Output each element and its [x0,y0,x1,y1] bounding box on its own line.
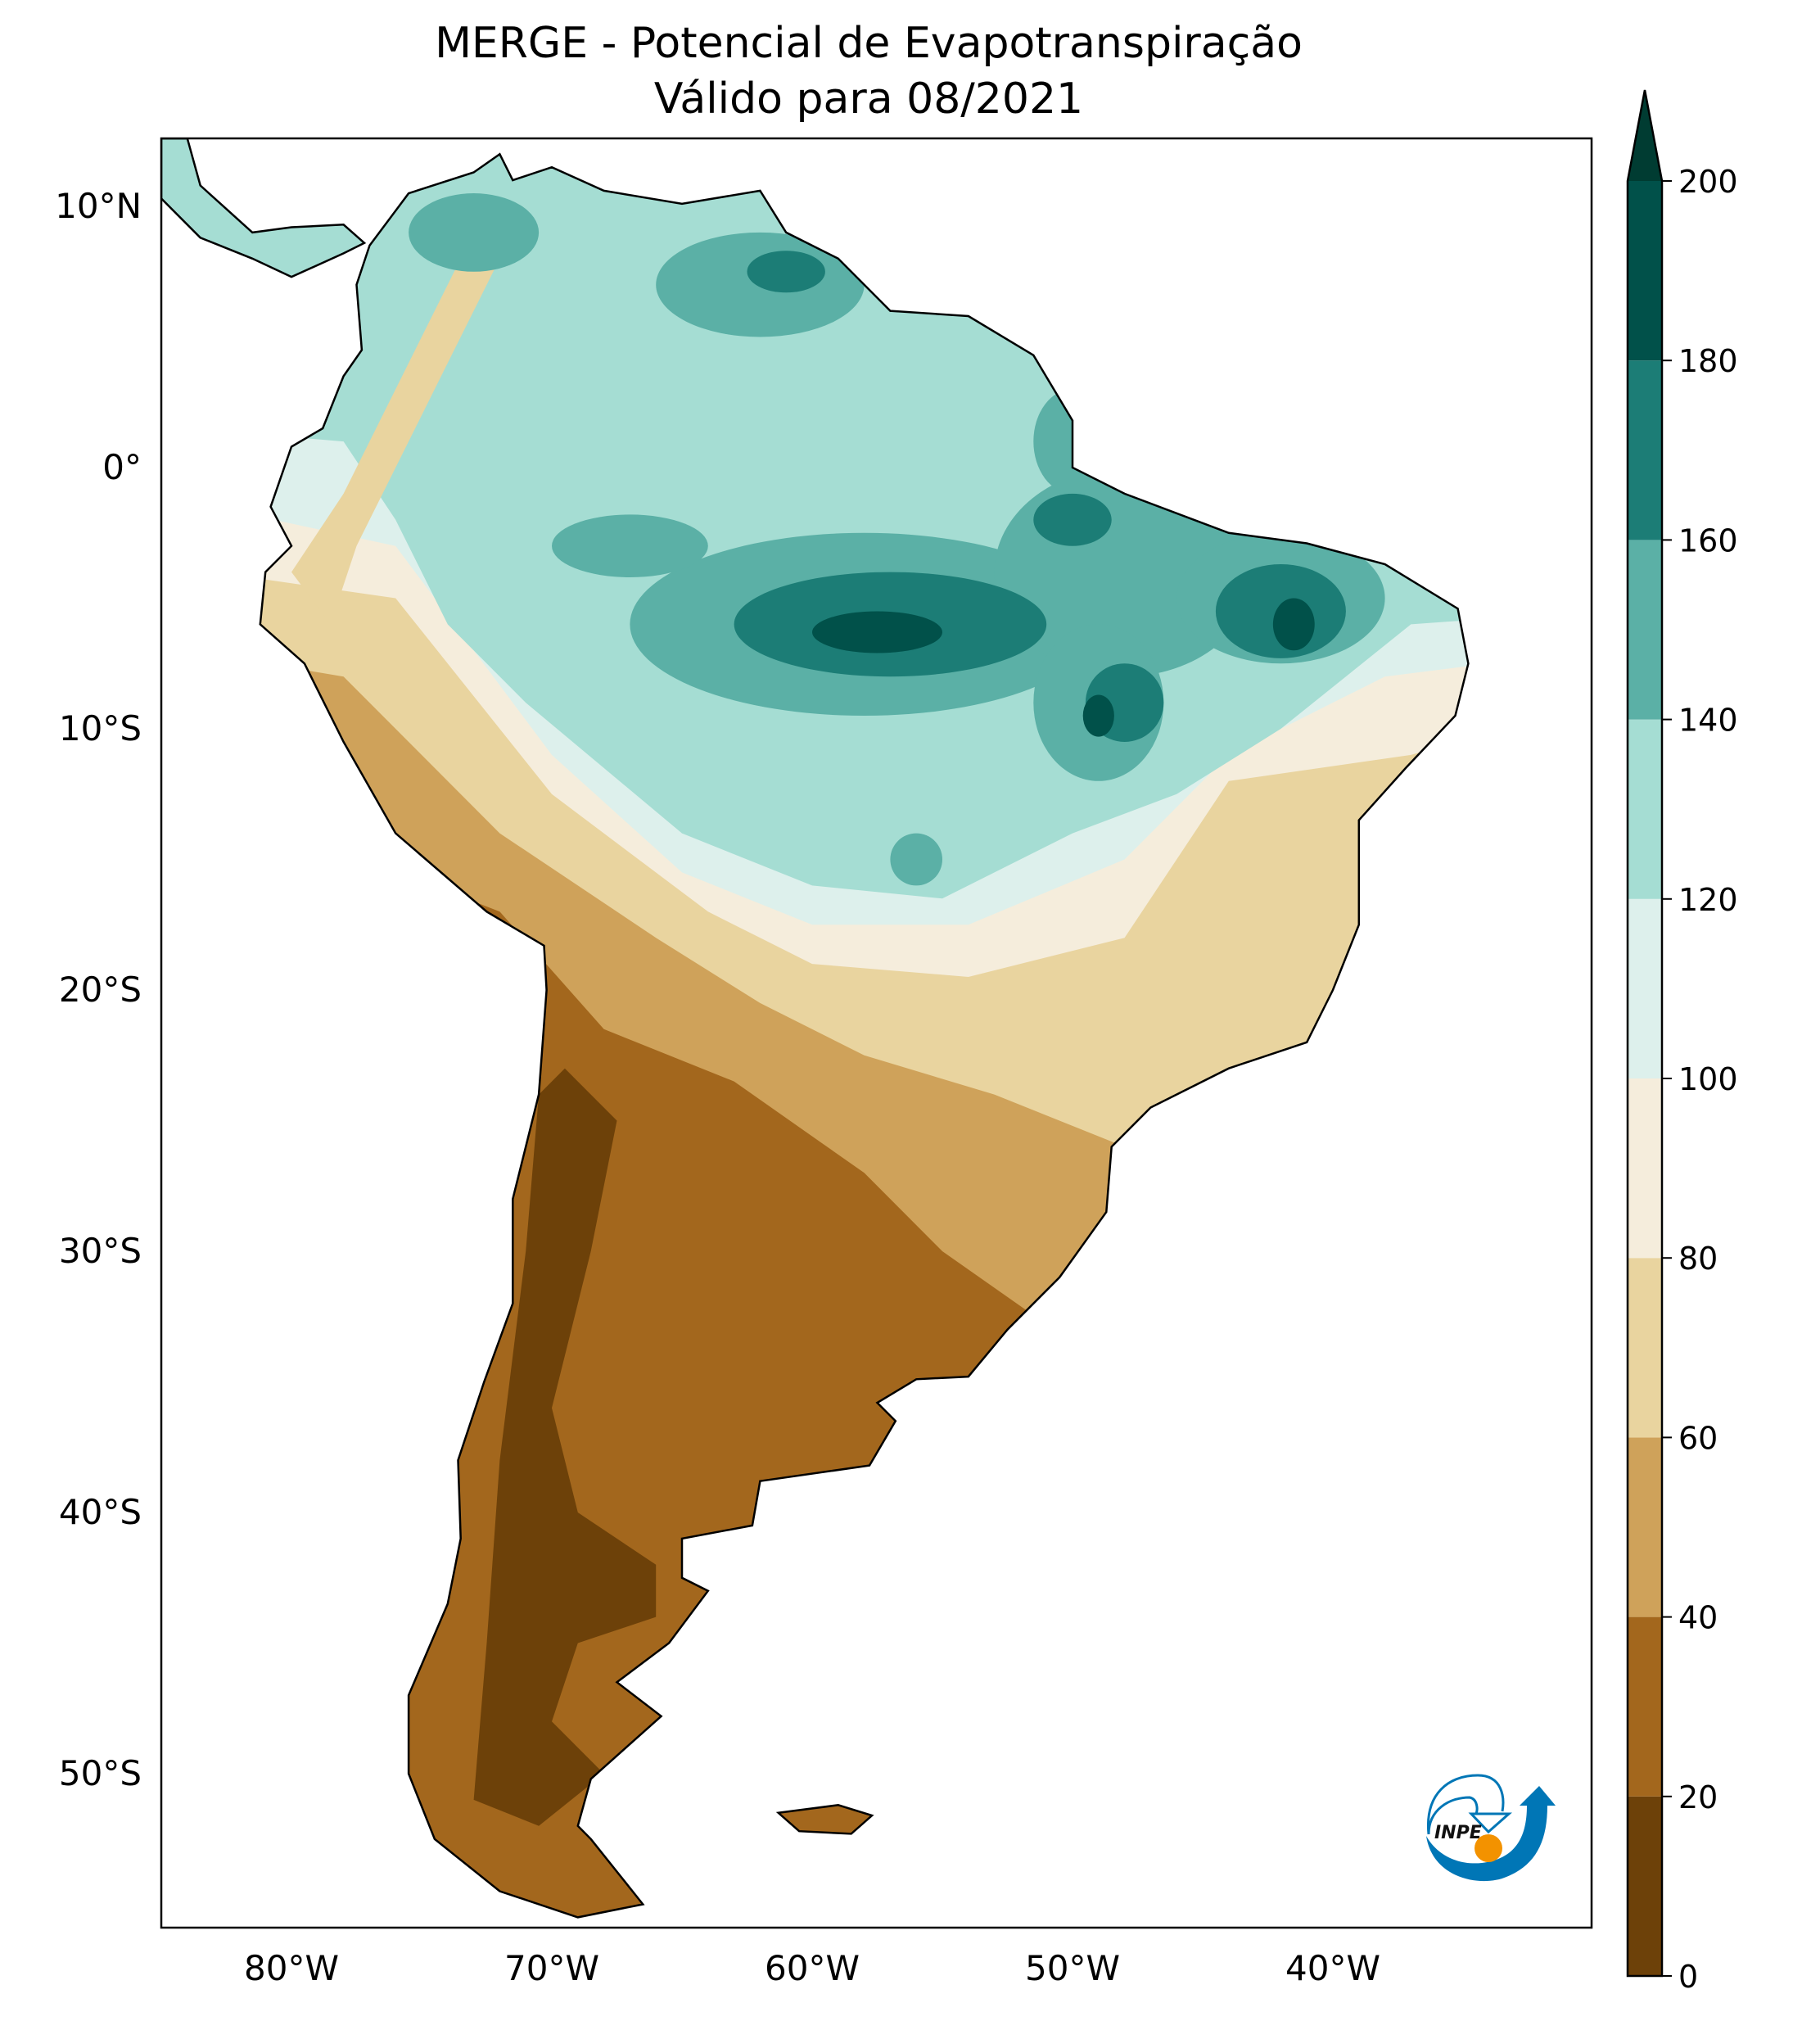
colorbar-segment [1628,1796,1662,1976]
colorbar-tick-label: 100 [1678,1061,1738,1097]
colorbar-outline [1626,89,1664,1978]
x-tick-label: 50°W [1025,1948,1120,1988]
inpe-logo-text: INPE [1434,1823,1482,1843]
chart-title: MERGE - Potencial de Evapotranspiração [435,19,1303,68]
colorbar-tick-label: 160 [1678,522,1738,558]
colorbar-tick-label: 40 [1678,1600,1718,1636]
colorbar-tick-label: 0 [1678,1959,1698,1995]
chart-subtitle: Válido para 08/2021 [654,75,1083,124]
x-tick-label: 40°W [1285,1948,1380,1988]
contour-band-140-160 [552,514,708,577]
coastline [161,138,1470,1919]
y-tick-label: 20°S [59,970,142,1010]
colorbar-segment [1628,719,1662,899]
coastline-south-america [259,152,1470,1919]
colorbar-tick-label: 180 [1678,343,1738,379]
y-tick-label: 10°N [55,186,142,226]
colorbar-segment [1628,181,1662,361]
colorbar-segment [1628,1078,1662,1259]
contour-band-140-160 [890,833,942,886]
colorbar-segment [1628,360,1662,540]
contour-band-0-20 [473,1068,657,1826]
coastline-central-america [161,138,367,278]
contour-band-180-200 [1082,694,1114,737]
contour-band-160-180 [1033,493,1112,546]
y-tick-label: 0° [102,447,142,487]
x-tick-label: 70°W [504,1948,599,1988]
colorbar-extend-arrow [1628,90,1662,181]
colorbar: 0 20 40 60 80 100 120 140 160 180 200 [1626,89,1738,1995]
inpe-logo: INPE [1426,1774,1556,1882]
colorbar-tick-label: 200 [1678,164,1738,200]
contour-band-140-160 [409,193,540,272]
y-tick-label: 10°S [59,708,142,748]
contour-band-andes-north [291,206,513,625]
colorbar-tick-label: 20 [1678,1779,1718,1815]
y-tick-label: 40°S [59,1492,142,1532]
colorbar-segment [1628,1616,1662,1797]
longitude-labels: 80°W 70°W 60°W 50°W 40°W [244,1948,1380,1988]
colorbar-segment [1628,1258,1662,1438]
map-frame [160,137,1593,1929]
colorbar-tick-label: 120 [1678,882,1738,918]
contour-band-180-200 [1272,598,1315,651]
y-tick-label: 50°S [59,1753,142,1793]
contour-band-180-200 [812,611,942,653]
x-tick-label: 60°W [765,1948,860,1988]
contour-fills [161,138,1469,1918]
colorbar-tick-label: 80 [1678,1241,1718,1277]
colorbar-segment [1628,1437,1662,1617]
colorbar-tick-label: 60 [1678,1420,1718,1456]
colorbar-tick-label: 140 [1678,703,1738,739]
map-area [161,138,1470,1919]
contour-band-160-180 [747,251,825,293]
colorbar-segment [1628,540,1662,720]
colorbar-segment [1628,898,1662,1078]
x-tick-label: 80°W [244,1948,339,1988]
y-tick-label: 30°S [59,1231,142,1271]
coastline-falklands [775,1804,874,1835]
latitude-labels: 10°N 0° 10°S 20°S 30°S 40°S 50°S [55,186,142,1793]
